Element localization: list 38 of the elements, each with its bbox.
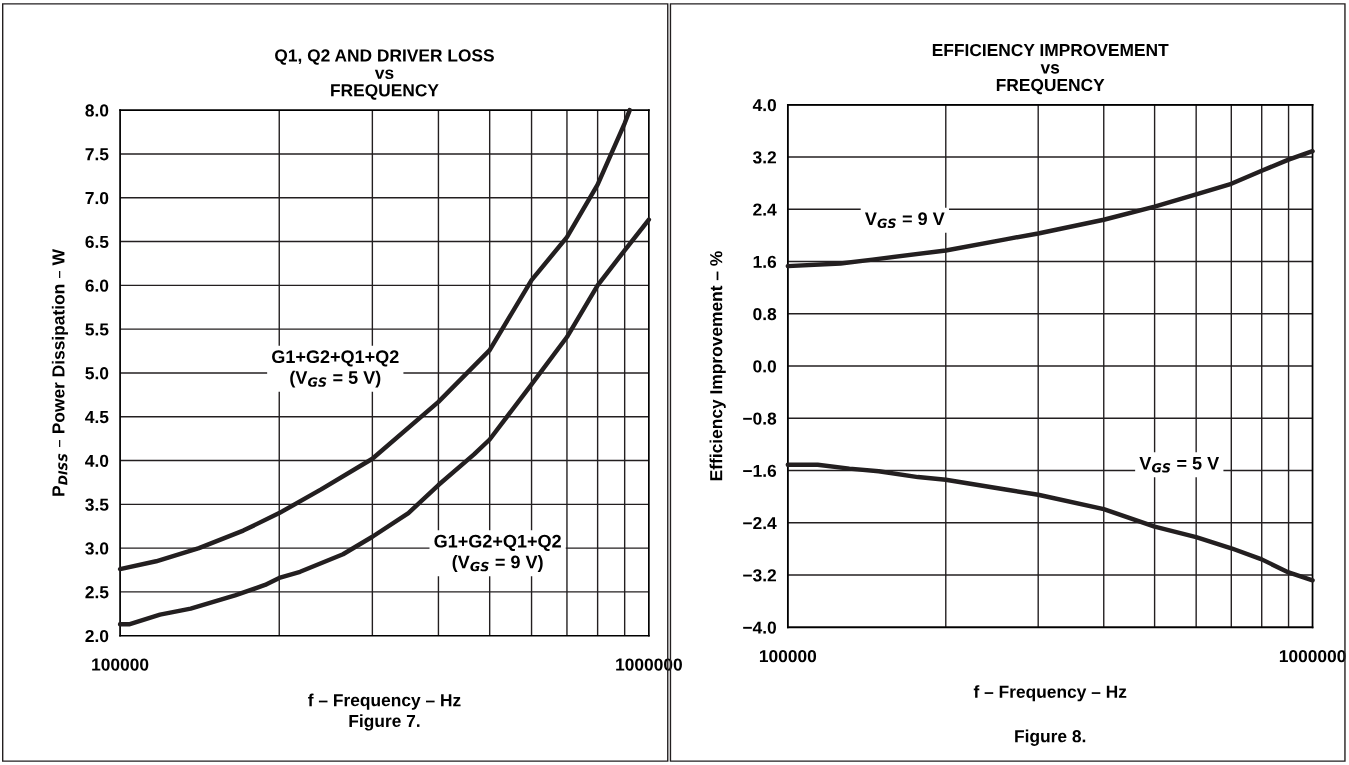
y-tick-label: 3.0 [85,542,109,555]
y-axis-title: P$_{DISS}$ – Power Dissipation – W [51,249,69,496]
annotation: G1+G2+Q1+Q2 (V$_{GS}$ = 5 V) [272,350,399,388]
y-tick-label: −2.4 [743,516,777,530]
x-tick-label: 100000 [92,658,149,671]
y-tick-label: 5.5 [85,323,109,336]
y-tick-label: 1.6 [753,255,777,269]
y-tick-label: 5.0 [85,367,109,380]
y-tick-label: 0.8 [753,307,777,321]
y-tick-label: 3.2 [752,151,777,164]
y-tick-label: 2.4 [753,203,777,216]
chart-title: Q1, Q2 AND DRIVER LOSS vs FREQUENCY [275,49,494,100]
annotation: G1+G2+Q1+Q2 (V$_{GS}$ = 9 V) [434,534,561,572]
y-tick-label: −4.0 [743,621,776,634]
x-axis-title: f – Frequency – Hz [308,693,461,710]
y-tick-label: 4.5 [85,411,109,424]
annotation: V$_{GS}$ = 5 V [1139,457,1220,473]
y-tick-label: 4.0 [752,98,776,112]
y-tick-label: 2.5 [85,586,109,599]
y-tick-label: 6.0 [85,279,109,292]
y-tick-label: 7.0 [85,191,109,205]
annotation: V$_{GS}$ = 9 V [864,212,945,229]
y-tick-label: −0.8 [743,412,777,425]
caption: Figure 7. [349,714,420,731]
y-tick-label: 0.0 [753,360,776,373]
x-axis-title: f – Frequency – Hz [973,685,1127,702]
y-axis-title: Efficiency Improvement – % [709,251,726,481]
y-tick-label: 2.0 [85,629,109,643]
y-tick-label: 7.5 [85,148,109,161]
y-tick-label: 3.5 [85,498,109,511]
chart-title: EFFICIENCY IMPROVEMENT vs FREQUENCY [932,43,1169,95]
x-tick-label: 100000 [759,649,817,663]
y-tick-label: 6.5 [85,235,109,249]
y-tick-label: −1.6 [743,464,777,478]
y-tick-label: −3.2 [743,569,777,582]
y-tick-label: 4.0 [85,454,109,467]
y-tick-label: 8.0 [85,104,109,117]
caption: Figure 8. [1015,729,1086,746]
